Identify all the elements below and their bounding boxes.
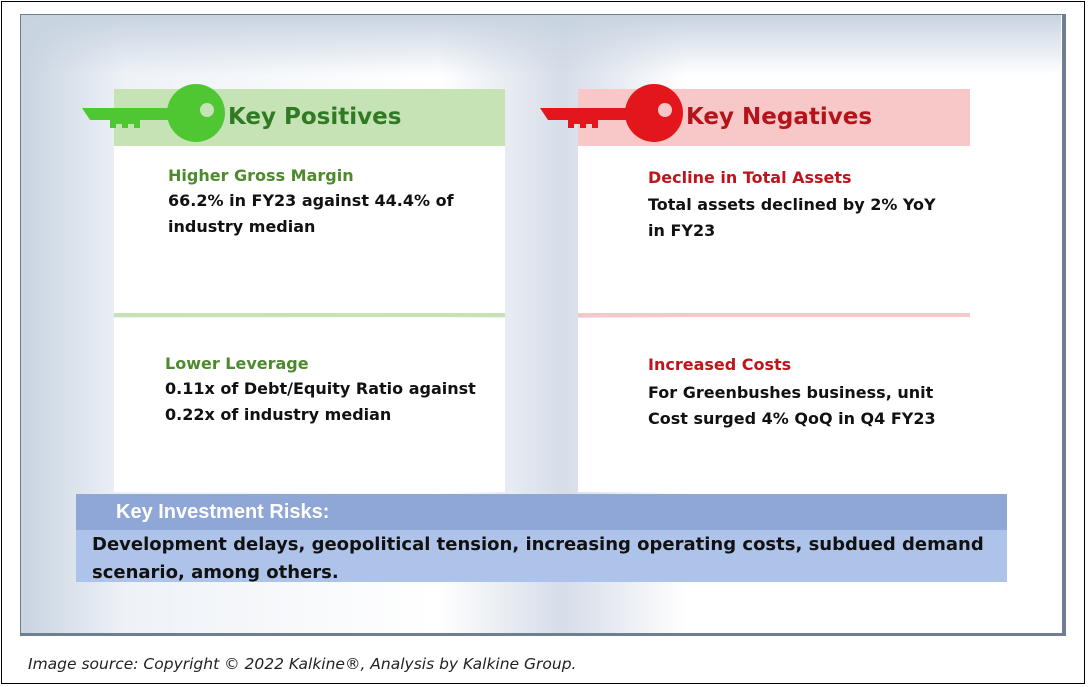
image-source-caption: Image source: Copyright © 2022 Kalkine®,… bbox=[28, 655, 577, 673]
negative-title: Increased Costs bbox=[648, 355, 792, 374]
positive-body: 0.11x of Debt/Equity Ratio against 0.22x… bbox=[165, 379, 476, 424]
negative-body: Total assets declined by 2% YoY in FY23 bbox=[648, 195, 936, 240]
positive-title: Lower Leverage bbox=[165, 354, 309, 373]
green-key-icon bbox=[82, 84, 225, 142]
positive-body: 66.2% in FY23 against 44.4% of industry … bbox=[168, 191, 454, 236]
panel-top-shade bbox=[21, 15, 1061, 75]
key-investment-risks-header: Key Investment Risks: bbox=[76, 494, 1007, 530]
key-investment-risks-body: Development delays, geopolitical tension… bbox=[76, 530, 1007, 583]
negative-separator bbox=[578, 313, 970, 317]
negative-title: Decline in Total Assets bbox=[648, 168, 852, 187]
positive-title: Higher Gross Margin bbox=[168, 166, 354, 185]
negative-body: For Greenbushes business, unit Cost surg… bbox=[648, 383, 936, 428]
positive-card-gross-margin: Higher Gross Margin 66.2% in FY23 agains… bbox=[114, 146, 505, 313]
positive-card-leverage: Lower Leverage 0.11x of Debt/Equity Rati… bbox=[114, 318, 505, 492]
red-key-icon bbox=[540, 84, 683, 142]
negative-card-increased-costs: Increased Costs For Greenbushes business… bbox=[578, 318, 970, 492]
negative-card-total-assets: Decline in Total Assets Total assets dec… bbox=[578, 146, 970, 313]
positive-separator bbox=[114, 313, 505, 317]
